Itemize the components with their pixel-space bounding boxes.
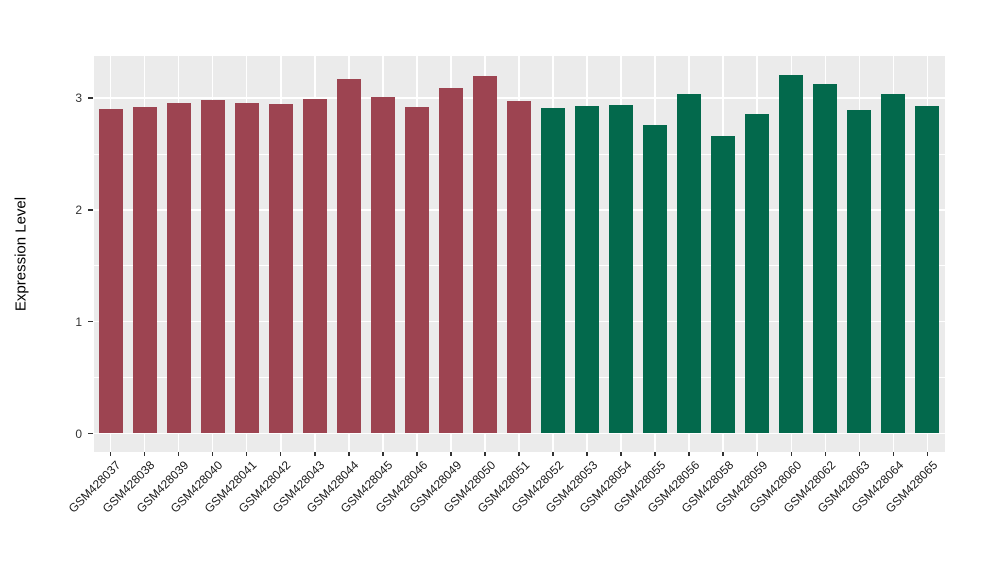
y-axis-tick — [87, 432, 93, 435]
x-axis-tick — [143, 451, 146, 456]
bar-GSM428049 — [438, 88, 463, 434]
x-axis-tick — [552, 451, 554, 456]
bar-GSM428041 — [234, 102, 259, 434]
bar-GSM428064 — [881, 93, 906, 434]
x-axis-tick — [892, 451, 895, 456]
plot-panel — [93, 56, 945, 452]
y-axis-tick — [87, 97, 93, 99]
x-axis-tick — [245, 451, 248, 456]
bar-GSM428063 — [847, 110, 872, 434]
x-axis-tick — [824, 451, 827, 456]
x-axis-tick — [858, 451, 861, 456]
y-tick-label: 0 — [75, 426, 82, 441]
bar-GSM428042 — [268, 103, 293, 434]
x-axis-tick — [654, 451, 656, 456]
bar-GSM428062 — [813, 83, 838, 434]
bar-GSM428053 — [575, 105, 600, 434]
x-axis-tick — [518, 451, 520, 456]
bar-GSM428060 — [779, 74, 804, 434]
x-axis-tick — [177, 451, 180, 456]
x-axis-tick — [586, 451, 588, 456]
bar-GSM428039 — [166, 102, 191, 434]
x-axis-tick — [450, 451, 452, 456]
x-axis-tick — [756, 451, 759, 456]
x-axis-tick — [279, 451, 282, 456]
bar-GSM428059 — [745, 113, 770, 434]
bar-GSM428046 — [404, 107, 429, 434]
bar-GSM428038 — [132, 107, 157, 434]
bar-GSM428040 — [200, 100, 225, 434]
x-axis-tick — [314, 451, 316, 456]
x-axis-tick — [416, 451, 418, 456]
x-axis-tick — [926, 451, 929, 456]
bar-GSM428056 — [677, 93, 702, 434]
y-tick-label: 2 — [75, 202, 82, 217]
bar-GSM428050 — [472, 75, 497, 434]
x-axis-tick — [620, 451, 622, 456]
y-tick-label: 3 — [75, 91, 82, 106]
x-axis-tick — [382, 451, 384, 456]
bar-GSM428043 — [302, 99, 327, 434]
y-axis-title: Expression Level — [12, 196, 30, 312]
bar-GSM428045 — [370, 96, 395, 434]
y-axis-tick — [87, 209, 93, 211]
bar-GSM428044 — [336, 79, 361, 434]
x-axis-tick — [211, 451, 214, 456]
bar-GSM428037 — [98, 109, 123, 434]
bar-GSM428051 — [507, 101, 531, 434]
bar-GSM428065 — [915, 105, 940, 434]
bar-GSM428054 — [609, 104, 634, 434]
y-tick-label: 1 — [75, 314, 82, 329]
x-axis-tick — [688, 451, 690, 456]
x-axis-tick — [722, 451, 724, 456]
x-axis-tick — [484, 451, 486, 456]
bar-GSM428052 — [541, 108, 566, 434]
bar-GSM428055 — [643, 124, 668, 434]
x-axis-tick — [790, 451, 793, 456]
x-axis-tick — [348, 451, 350, 456]
x-axis-tick — [109, 451, 112, 456]
y-axis-tick — [87, 320, 93, 323]
bar-GSM428058 — [711, 136, 736, 434]
